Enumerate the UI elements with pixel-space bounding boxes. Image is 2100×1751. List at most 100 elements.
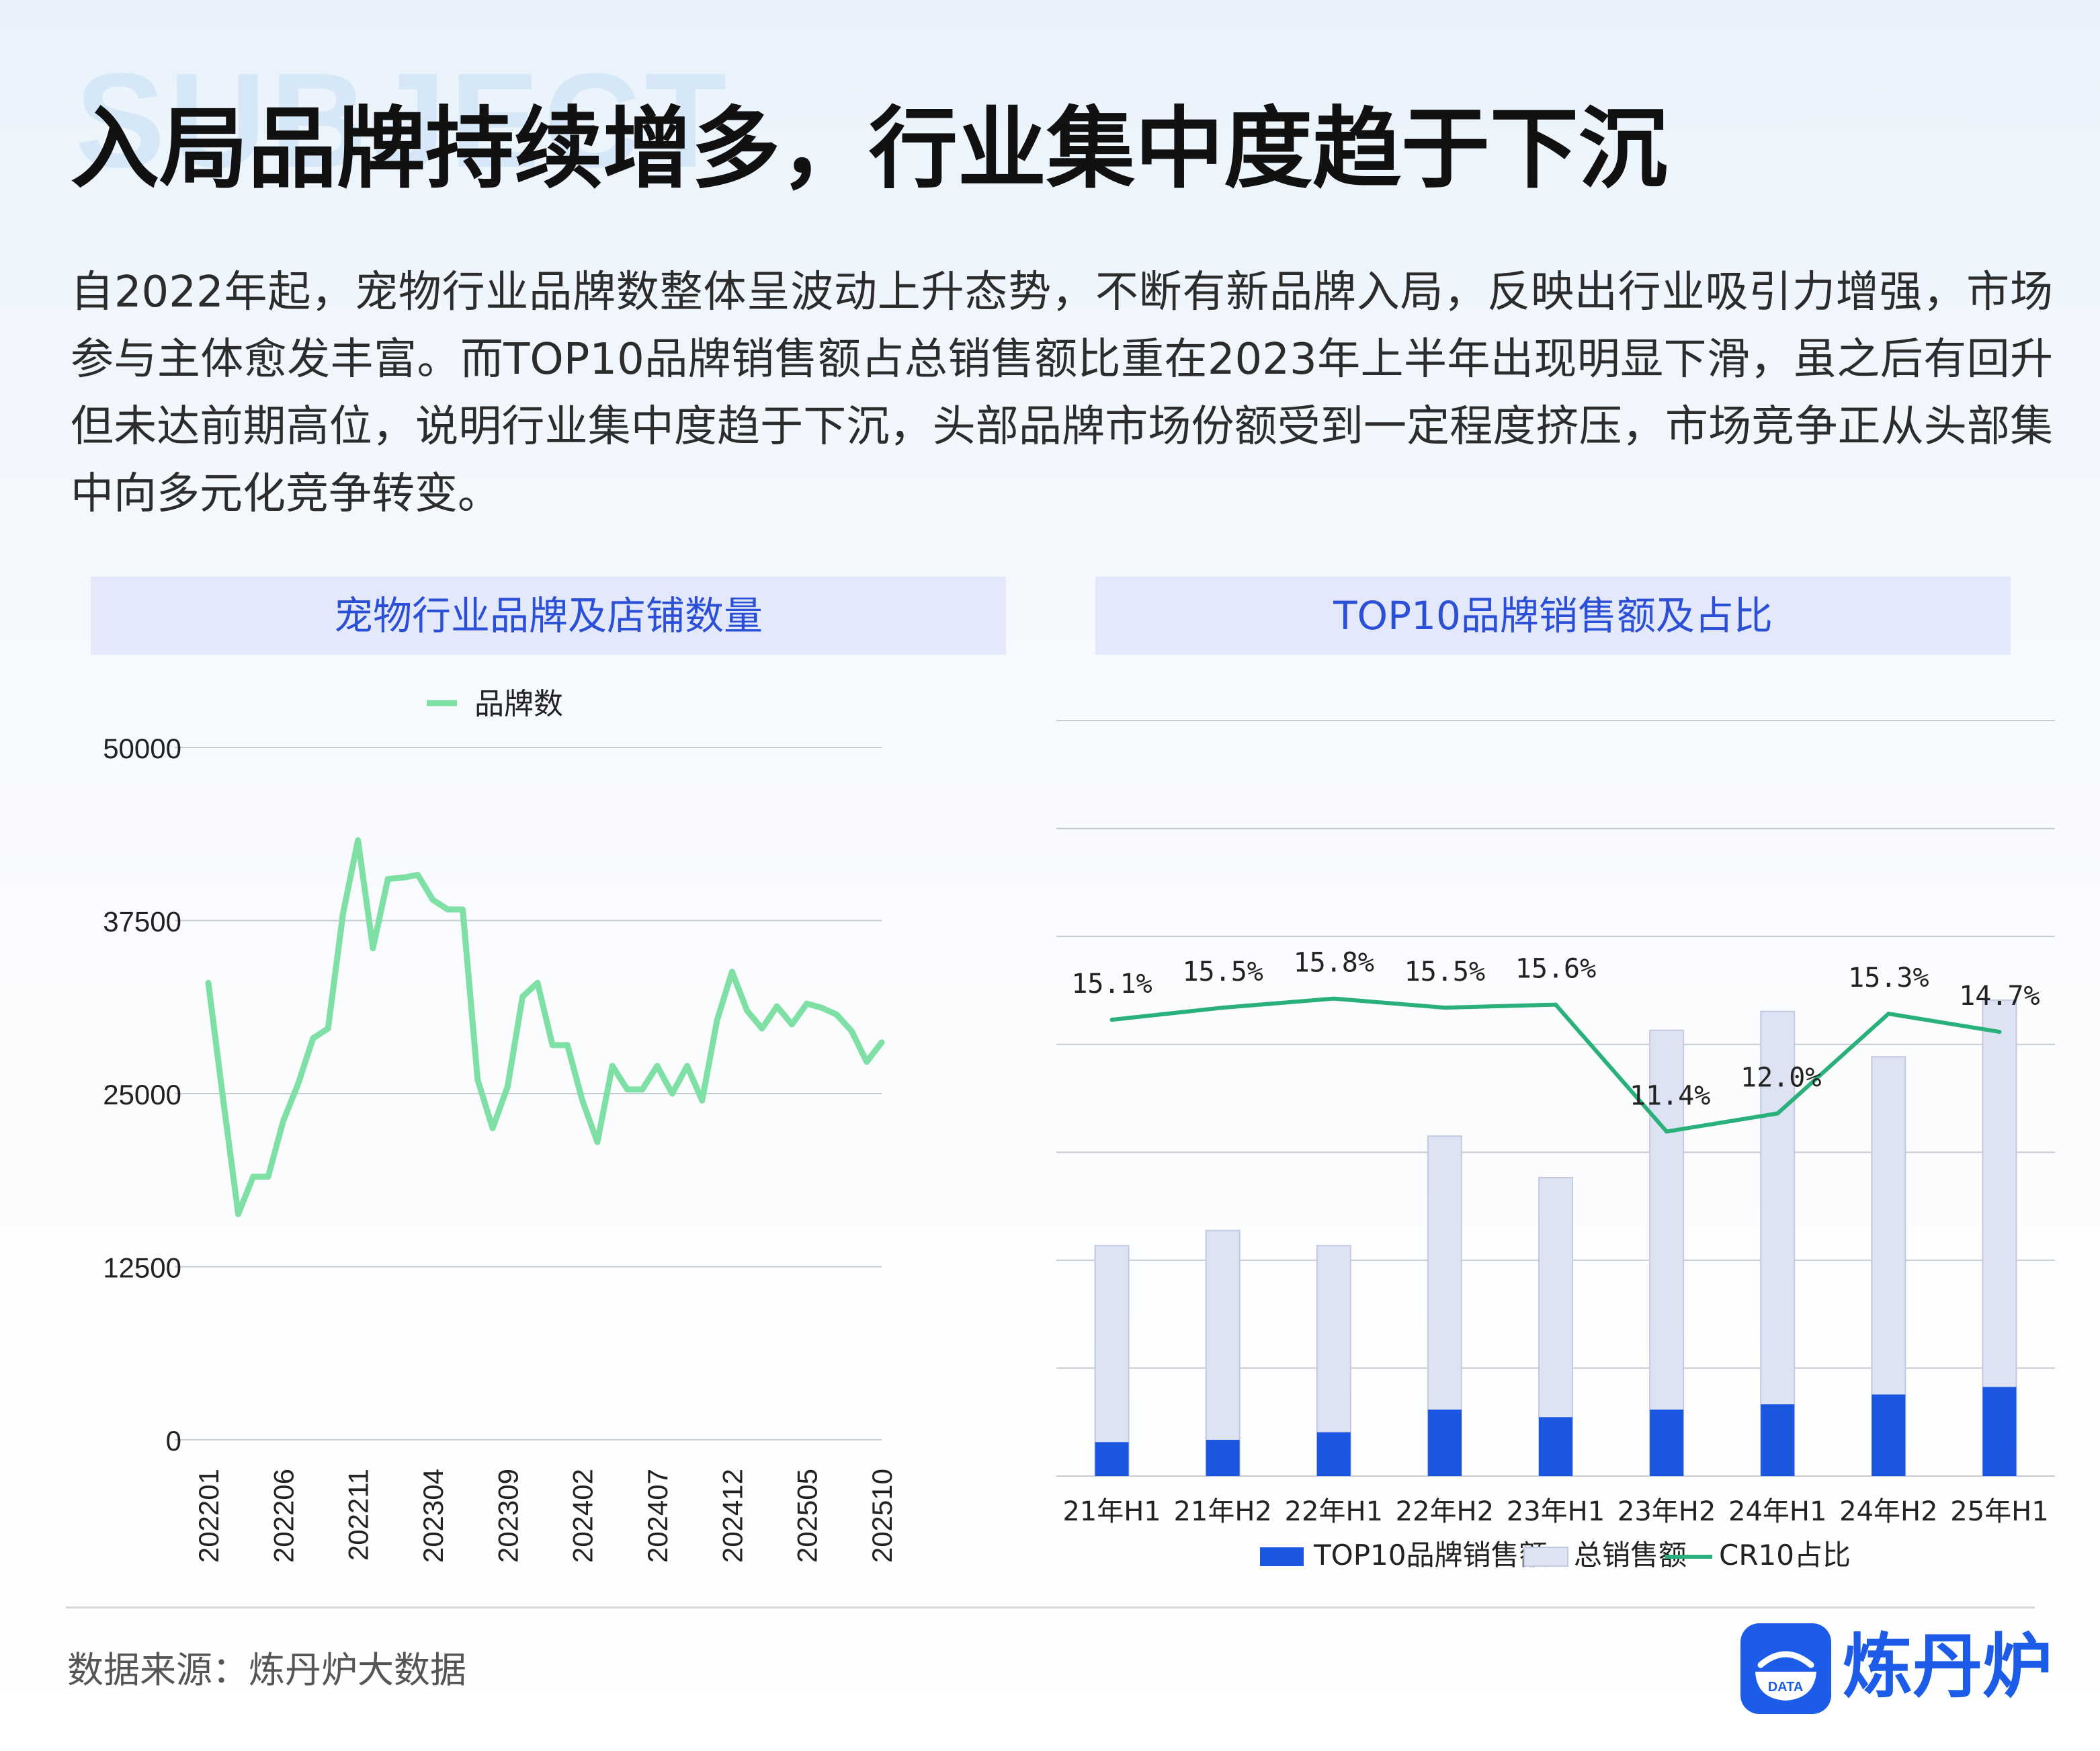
x-category-label: 21年H2 xyxy=(1173,1496,1271,1527)
brand-count-point xyxy=(431,898,434,901)
x-tick-label: 202309 xyxy=(492,1469,523,1563)
brand-count-point xyxy=(237,1213,240,1216)
brand-count-point xyxy=(506,1085,509,1088)
x-tick-label: 202505 xyxy=(792,1469,823,1563)
brand-count-point xyxy=(805,1002,808,1006)
x-tick-label: 202201 xyxy=(193,1469,224,1563)
top10-sales-bar xyxy=(1761,1404,1795,1476)
brand-count-point xyxy=(790,1023,794,1026)
brand-count-point xyxy=(775,1005,779,1008)
brand-count-point xyxy=(760,1027,763,1030)
cr10-data-label: 15.5% xyxy=(1182,956,1263,987)
legend-cr10-label: CR10占比 xyxy=(1719,1539,1851,1572)
brand-count-point xyxy=(536,981,539,985)
brand-count-point xyxy=(491,1127,495,1130)
total-sales-bar xyxy=(1205,1229,1241,1477)
top10-chart-title: TOP10品牌销售额及占比 xyxy=(1095,577,2011,655)
brand-count-point xyxy=(611,1064,614,1067)
cr10-point xyxy=(1775,1111,1780,1116)
x-category-label: 23年H2 xyxy=(1618,1496,1716,1527)
cr10-point xyxy=(1665,1129,1669,1134)
top10-sales-bar xyxy=(1982,1387,2017,1476)
top10-sales-bar xyxy=(1316,1432,1351,1476)
top10-sales-bar xyxy=(1095,1442,1129,1476)
cr10-data-label: 15.8% xyxy=(1294,948,1374,979)
top10-sales-bar xyxy=(1206,1440,1240,1476)
cr10-data-label: 15.1% xyxy=(1071,969,1152,1000)
brand-logo-text: 炼丹炉 xyxy=(1843,1625,2053,1707)
brand-count-series-line xyxy=(205,837,885,1217)
brand-count-point xyxy=(656,1064,659,1067)
x-category-label: 22年H1 xyxy=(1285,1496,1383,1527)
brand-count-point xyxy=(311,1036,314,1040)
brand-count-point xyxy=(716,1018,719,1022)
brand-count-point xyxy=(640,1088,644,1091)
x-tick-label: 202211 xyxy=(343,1469,374,1561)
x-tick-label: 202206 xyxy=(267,1469,299,1563)
brand-count-point xyxy=(267,1175,270,1178)
x-category-label: 25年H1 xyxy=(1950,1496,2048,1527)
brand-count-point xyxy=(401,876,405,879)
cr10-series-line xyxy=(1111,996,2000,1134)
top10-sales-bar xyxy=(1427,1410,1462,1476)
brand-count-point xyxy=(865,1060,868,1063)
total-sales-bar xyxy=(1094,1245,1130,1477)
data-source-note: 数据来源：炼丹炉大数据 xyxy=(67,1649,466,1691)
y-tick-label: 12500 xyxy=(103,1252,181,1284)
cr10-point xyxy=(1220,1006,1225,1010)
x-tick-label: 202510 xyxy=(866,1469,898,1563)
cr10-data-label: 15.5% xyxy=(1404,956,1485,987)
brand-count-point xyxy=(446,908,450,911)
brand-count-point xyxy=(461,908,464,911)
x-tick-label: 202402 xyxy=(567,1469,599,1563)
brand-count-point xyxy=(745,1009,749,1012)
intro-paragraph: 自2022年起，宠物行业品牌数整体呈波动上升态势，不断有新品牌入局，反映出行业吸… xyxy=(71,268,2053,519)
x-category-label: 21年H1 xyxy=(1062,1496,1161,1527)
x-category-label: 24年H1 xyxy=(1728,1496,1826,1527)
brand-count-point xyxy=(880,1041,883,1044)
brand-count-point xyxy=(700,1099,704,1102)
brand-count-point xyxy=(207,981,210,985)
x-category-label: 22年H2 xyxy=(1396,1496,1494,1527)
top10-sales-bar xyxy=(1539,1417,1572,1476)
brand-count-point xyxy=(835,1013,839,1016)
brand-count-point xyxy=(371,946,374,950)
y-tick-label: 0 xyxy=(166,1425,181,1457)
cr10-point xyxy=(1554,1002,1558,1007)
cr10-point xyxy=(1997,1030,2002,1034)
legend-top10-swatch xyxy=(1260,1547,1304,1566)
brand-chart-title: 宠物行业品牌及店铺数量 xyxy=(91,577,1006,655)
brand-count-point xyxy=(820,1006,823,1010)
brand-count-point xyxy=(566,1043,569,1047)
logo-badge: DATA xyxy=(1768,1680,1804,1695)
legend-label: 品牌数 xyxy=(474,687,563,721)
cr10-data-label: 12.0% xyxy=(1740,1062,1821,1093)
cr10-data-label: 15.6% xyxy=(1515,954,1596,985)
y-tick-label: 37500 xyxy=(103,906,181,938)
brand-count-point xyxy=(626,1088,629,1091)
x-tick-label: 202412 xyxy=(716,1469,748,1563)
brand-count-point xyxy=(296,1082,300,1086)
brand-count-point xyxy=(551,1043,554,1047)
legend-top10-label: TOP10品牌销售额 xyxy=(1313,1539,1548,1572)
brand-count-point xyxy=(222,1099,225,1102)
footer-divider xyxy=(66,1606,2035,1609)
brand-count-point xyxy=(327,1027,330,1030)
x-tick-label: 202407 xyxy=(642,1469,673,1563)
top10-sales-bar xyxy=(1650,1410,1684,1476)
brand-count-point xyxy=(730,970,734,973)
logo-icon: DATA xyxy=(1740,1623,1831,1714)
x-category-label: 24年H2 xyxy=(1839,1496,1937,1527)
y-tick-label: 50000 xyxy=(103,733,181,764)
brand-count-point xyxy=(386,877,390,881)
brand-count-point xyxy=(341,912,345,915)
brand-count-point xyxy=(476,1078,479,1082)
brand-count-point xyxy=(581,1099,584,1102)
cr10-point xyxy=(1442,1006,1447,1010)
y-tick-label: 25000 xyxy=(103,1079,181,1110)
page-title: 入局品牌持续增多，行业集中度趋于下沉 xyxy=(71,97,1667,201)
top10-sales-bar xyxy=(1872,1394,1906,1476)
brand-count-point xyxy=(416,873,419,877)
brand-count-point xyxy=(521,995,524,998)
